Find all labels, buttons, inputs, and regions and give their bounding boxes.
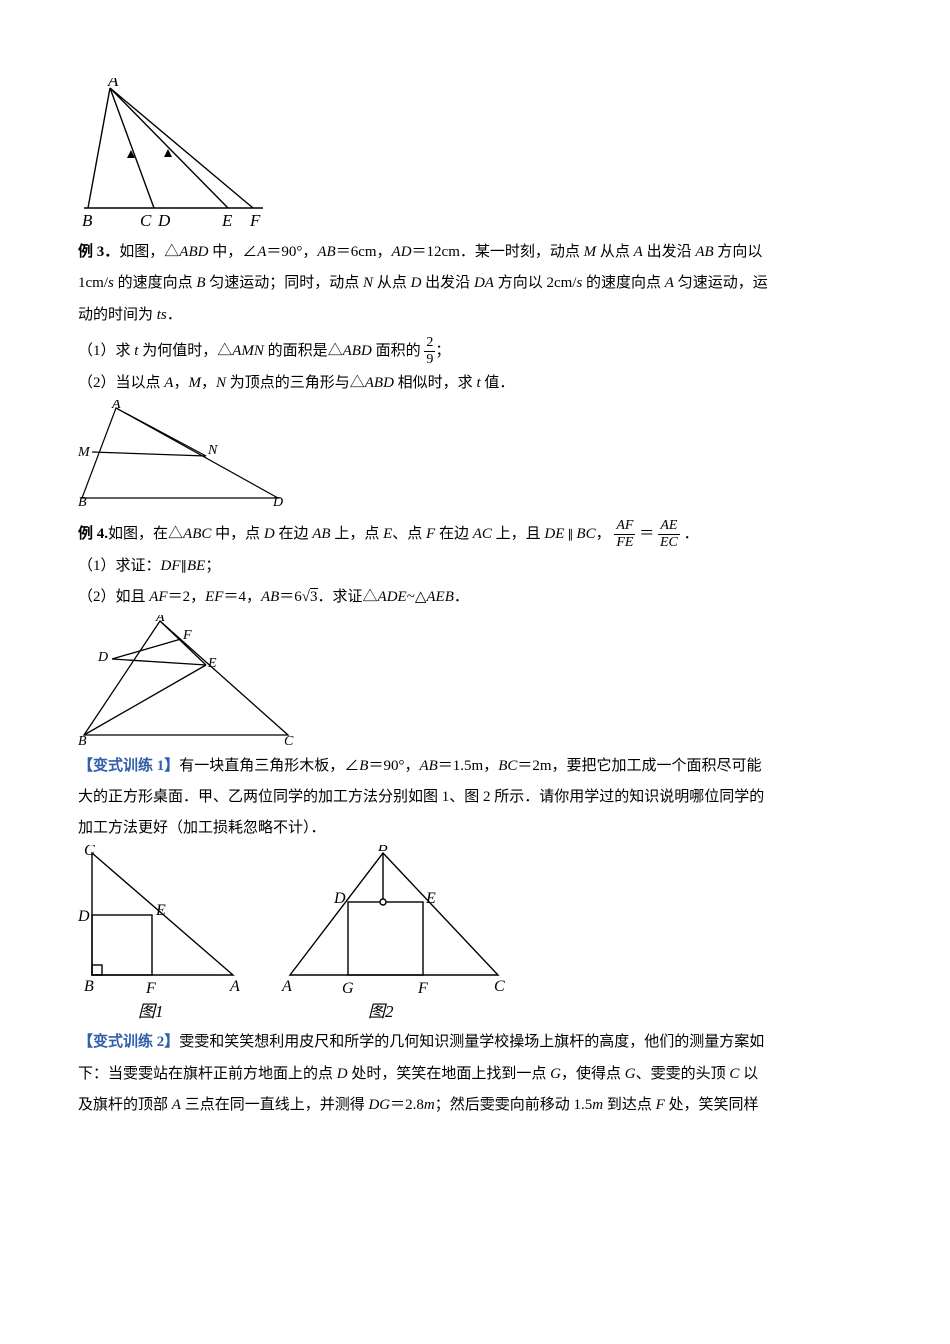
svg-text:D: D [272, 495, 283, 508]
svg-text:F: F [182, 628, 192, 643]
ex4-label: 例 4. [78, 526, 108, 542]
svg-text:N: N [207, 443, 218, 458]
var1-label: 【变式训练 1】 [78, 758, 179, 774]
var1-line3: 加工方法更好（加工损耗忽略不计）． [78, 814, 872, 843]
var2-line3: 及旗杆的顶部 A 三点在同一直线上，并测得 DG＝2.8m；然后雯雯向前移动 1… [78, 1091, 872, 1120]
figure-var1: C D E B F A 图1 B D E A G F C 图2 [78, 845, 872, 1028]
ex3-label: 例 3． [78, 244, 119, 260]
svg-text:D: D [78, 908, 90, 925]
svg-text:F: F [249, 211, 261, 230]
svg-text:G: G [342, 980, 354, 997]
svg-text:D: D [157, 211, 171, 230]
svg-text:B: B [84, 978, 94, 995]
svg-text:E: E [425, 890, 436, 907]
svg-text:A: A [281, 978, 292, 995]
svg-text:A: A [155, 615, 165, 625]
svg-text:D: D [333, 890, 346, 907]
svg-text:C: C [284, 734, 294, 747]
svg-text:图1: 图1 [138, 1002, 164, 1021]
svg-text:B: B [82, 211, 93, 230]
svg-text:F: F [145, 980, 156, 997]
svg-text:E: E [221, 211, 233, 230]
figure-ex3-top: A B C D E F [78, 78, 872, 238]
var1-line2: 大的正方形桌面．甲、乙两位同学的加工方法分别如图 1、图 2 所示．请你用学过的… [78, 783, 872, 812]
svg-text:图2: 图2 [368, 1002, 394, 1021]
svg-text:B: B [78, 495, 87, 508]
ex4-q1: （1）求证：DF∥BE； [78, 552, 872, 581]
svg-text:C: C [140, 211, 152, 230]
ex3-q1: （1）求 t 为何值时，△AMN 的面积是△ABD 面积的 29； [78, 336, 872, 367]
label-A: A [107, 78, 119, 90]
ex3-line3: 动的时间为 ts． [78, 301, 872, 330]
var1-line1: 【变式训练 1】有一块直角三角形木板，∠B＝90°，AB＝1.5m，BC＝2m，… [78, 752, 872, 781]
frac-ae-ec: AEEC [658, 519, 680, 550]
frac-af-fe: AFFE [614, 519, 635, 550]
ex4-q2: （2）如且 AF＝2，EF＝4，AB＝6√3．求证△ADE~△AEB． [78, 583, 872, 612]
svg-text:B: B [378, 845, 388, 855]
var2-line2: 下：当雯雯站在旗杆正前方地面上的点 D 处时，笑笑在地面上找到一点 G，使得点 … [78, 1060, 872, 1089]
figure-ex4: A F D E B C [78, 615, 872, 752]
ex4-line1: 例 4.如图，在△ABC 中，点 D 在边 AB 上，点 E、点 F 在边 AC… [78, 519, 872, 550]
svg-text:A: A [229, 978, 240, 995]
var2-label: 【变式训练 2】 [78, 1034, 179, 1050]
figure-ex3-triangle: A M N B D [78, 400, 872, 513]
svg-text:D: D [97, 650, 108, 665]
svg-text:B: B [78, 734, 87, 747]
svg-text:E: E [207, 656, 217, 671]
svg-text:C: C [84, 845, 95, 859]
ex3-line2: 1cm/s 的速度向点 B 匀速运动；同时，动点 N 从点 D 出发沿 DA 方… [78, 269, 872, 298]
ex3-line1: 例 3．如图，△ABD 中，∠A＝90°，AB＝6cm，AD＝12cm．某一时刻… [78, 238, 872, 267]
svg-text:M: M [78, 445, 91, 460]
svg-text:E: E [155, 902, 166, 919]
var2-line1: 【变式训练 2】雯雯和笑笑想利用皮尺和所学的几何知识测量学校操场上旗杆的高度，他… [78, 1028, 872, 1057]
ex3-q2: （2）当以点 A，M，N 为顶点的三角形与△ABD 相似时，求 t 值． [78, 369, 872, 398]
svg-text:C: C [494, 978, 505, 995]
svg-text:F: F [417, 980, 428, 997]
svg-text:A: A [111, 400, 121, 412]
frac-2-9: 29 [424, 336, 435, 367]
